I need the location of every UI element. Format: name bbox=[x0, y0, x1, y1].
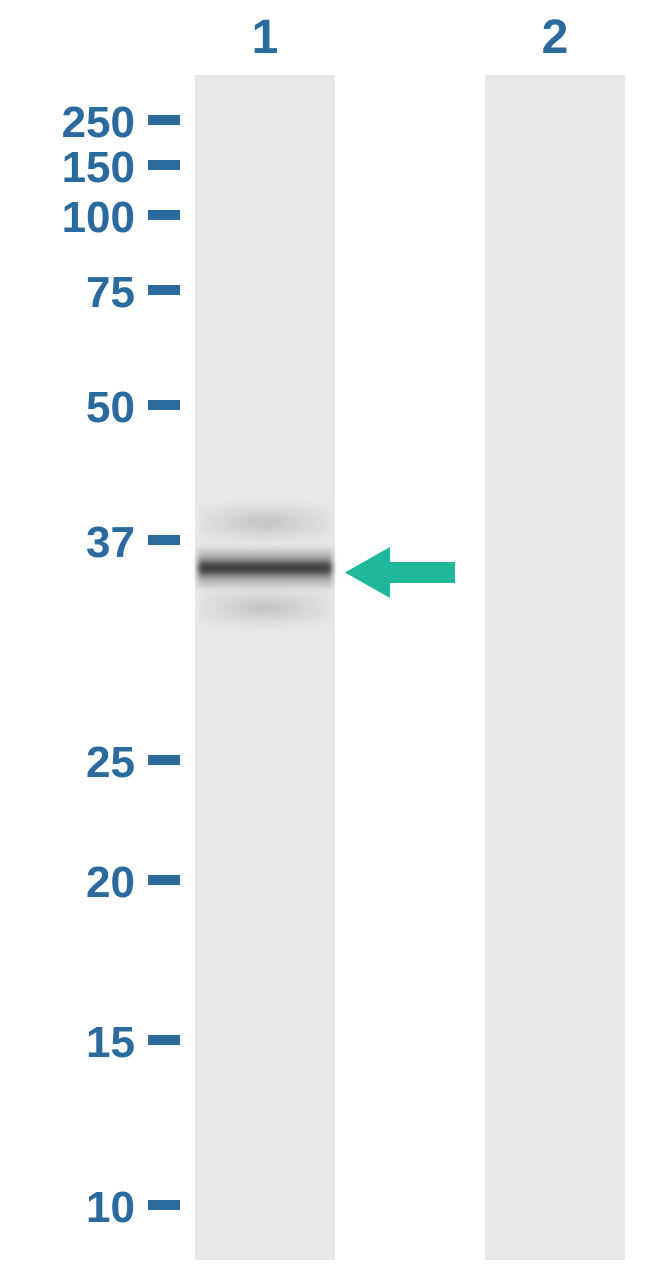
lane-2-header: 2 bbox=[540, 10, 570, 65]
mw-label-25: 25 bbox=[86, 738, 135, 788]
mw-tick-75 bbox=[148, 285, 180, 295]
band-lane1-1 bbox=[198, 548, 332, 588]
lane-1 bbox=[195, 75, 335, 1260]
mw-tick-100 bbox=[148, 210, 180, 220]
mw-label-37: 37 bbox=[86, 518, 135, 568]
mw-tick-250 bbox=[148, 115, 180, 125]
mw-tick-150 bbox=[148, 160, 180, 170]
mw-label-15: 15 bbox=[86, 1018, 135, 1068]
western-blot-figure: 1 2 250150100 75 50 37 25 20 15 10 bbox=[0, 0, 650, 1270]
band-lane1-2 bbox=[200, 590, 330, 625]
lane-1-header: 1 bbox=[250, 10, 280, 65]
mw-tick-10 bbox=[148, 1200, 180, 1210]
mw-tick-37 bbox=[148, 535, 180, 545]
mw-tick-50 bbox=[148, 400, 180, 410]
mw-label-20: 20 bbox=[86, 858, 135, 908]
lane-2-header-text: 2 bbox=[542, 11, 569, 64]
mw-label-50: 50 bbox=[86, 383, 135, 433]
lane-1-header-text: 1 bbox=[252, 11, 279, 64]
arrow-icon bbox=[345, 547, 455, 598]
mw-label-100: 100 bbox=[62, 193, 135, 243]
mw-label-250: 250 bbox=[62, 98, 135, 148]
mw-label-150: 150 bbox=[62, 143, 135, 193]
mw-tick-20 bbox=[148, 875, 180, 885]
mw-label-10: 10 bbox=[86, 1183, 135, 1233]
mw-tick-25 bbox=[148, 755, 180, 765]
mw-tick-15 bbox=[148, 1035, 180, 1045]
band-indicator-arrow bbox=[345, 545, 455, 605]
band-lane1-0 bbox=[200, 505, 330, 540]
mw-label-75: 75 bbox=[86, 268, 135, 318]
lane-2 bbox=[485, 75, 625, 1260]
